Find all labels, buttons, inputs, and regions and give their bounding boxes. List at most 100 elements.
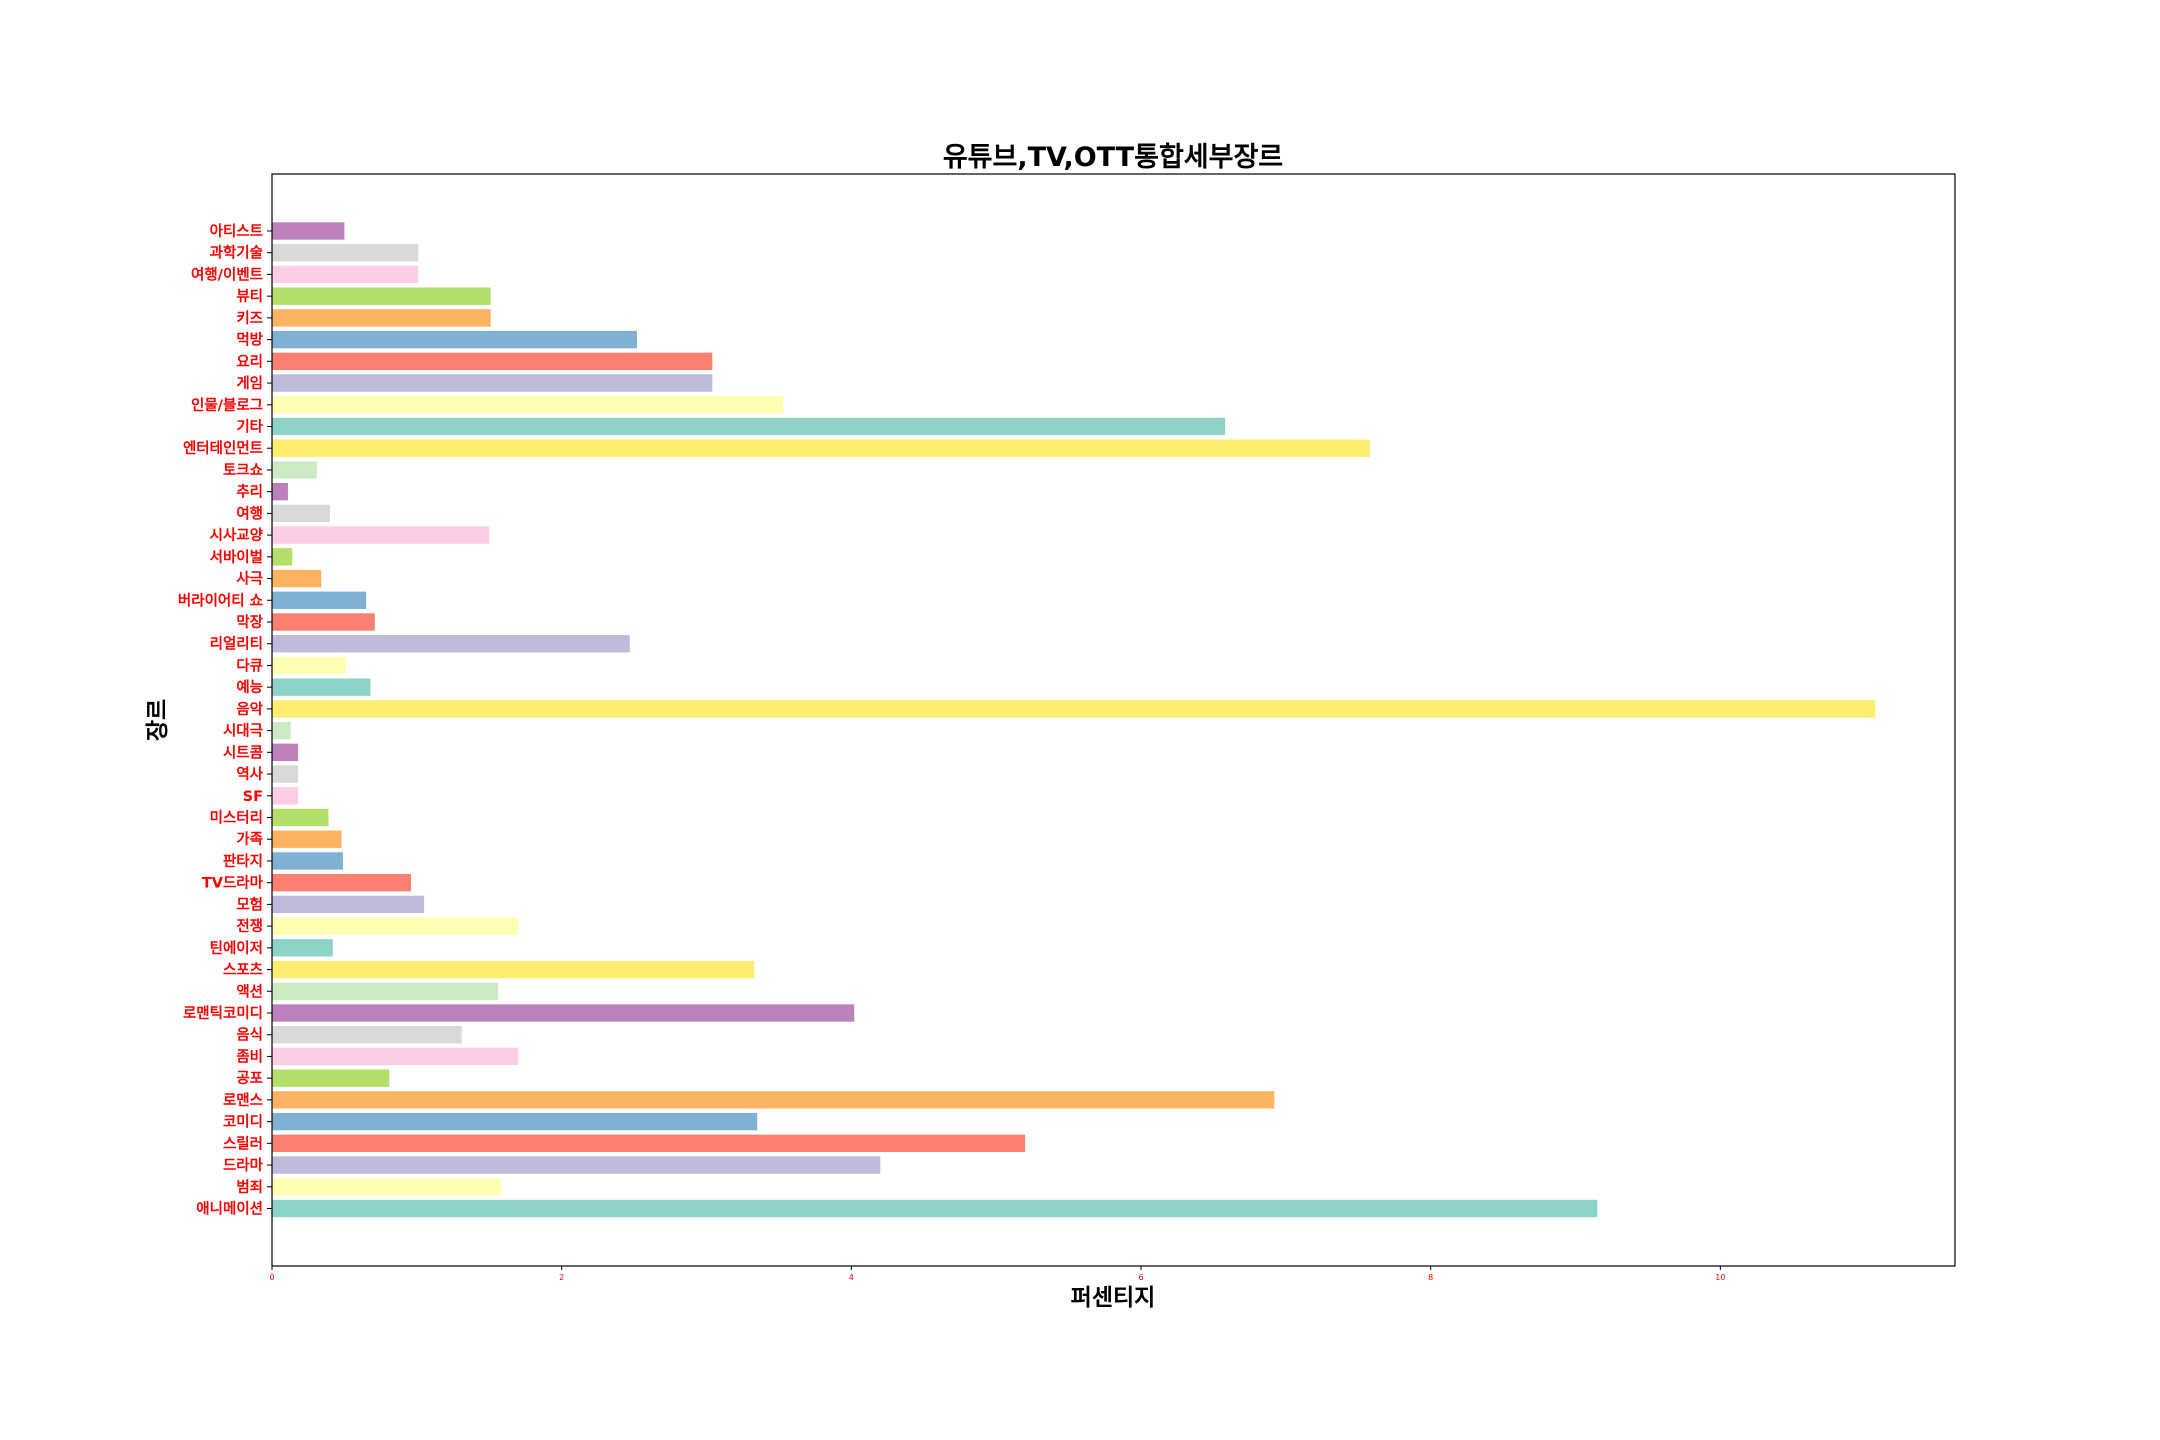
bar [272,1199,1598,1218]
bar [272,526,490,544]
bar [272,873,412,892]
bar [272,1178,501,1196]
bar [272,222,345,240]
y-tick-label: 버라이어티 쇼 [178,592,263,609]
bar [272,1026,462,1044]
y-tick-label: 역사 [236,766,263,783]
bars-layer [272,222,1876,1218]
y-tick-label: 로맨스 [223,1092,263,1109]
x-tick-label: 2 [559,1273,564,1282]
y-tick-label: 모험 [236,896,263,913]
bar [272,895,425,914]
bar [272,982,498,1000]
bar [272,287,491,305]
y-tick-label: 드라마 [223,1157,264,1174]
y-tick-label: 막장 [236,613,263,631]
y-tick-label: 스릴러 [223,1135,263,1152]
y-tick-label: 토크쇼 [223,463,263,479]
bar [272,439,1370,457]
y-tick-label: 음식 [236,1027,263,1044]
x-tick-labels: 0 2 4 6 8 10 [269,1266,1725,1282]
bar [272,309,491,327]
y-tick-label: 공포 [236,1070,263,1087]
x-tick-label: 6 [1138,1273,1143,1282]
x-tick-label: 10 [1715,1273,1725,1282]
y-tick-label: 먹방 [236,331,263,349]
bar [272,960,755,979]
chart-title: 유튜브,TV,OTT통합세부장르 [943,142,1283,173]
y-tick-label: 시대극 [223,723,263,740]
bar [272,721,291,740]
bar [272,1134,1026,1153]
bar [272,1091,1275,1109]
y-tick-label: 미스터리 [210,810,263,827]
bar [272,352,713,371]
bar [272,417,1226,436]
bar [272,808,329,827]
x-axis-label: 퍼센티지 [1071,1285,1156,1311]
y-tick-label: 로맨틱코미디 [183,1004,263,1022]
bar [272,939,333,957]
y-tick-label: 시트콤 [223,744,263,761]
x-tick-label: 0 [269,1273,274,1282]
y-tick-label: 판타지 [223,853,263,870]
bar [272,504,330,523]
bar [272,830,342,848]
y-tick-label: 예능 [236,679,263,696]
bar [272,635,630,653]
y-tick-label: 과학기술 [210,245,263,262]
bar [272,613,375,631]
bar [272,396,784,414]
y-tick-label: 키즈 [236,310,263,327]
y-axis-label: 장르 [145,699,171,741]
bar [272,917,519,935]
y-tick-labels: 애니메이션 범죄 드라마 스릴러 코미디 로맨스 공포 좀비 음식 로맨틱코미디 액션 스포츠 틴에이저… [178,223,272,1218]
bar [272,1112,758,1131]
y-tick-label: TV드라마 [202,875,264,892]
y-tick-label: 애니메이션 [196,1201,263,1218]
y-tick-label: 전쟁 [236,918,263,935]
bar [272,1156,881,1174]
y-tick-label: 요리 [236,353,263,370]
bar [272,700,1876,718]
bar [272,656,346,675]
y-tick-label: 액션 [236,982,263,1000]
y-tick-label: 가족 [236,831,263,848]
x-tick-label: 8 [1428,1273,1433,1282]
bar [272,1047,519,1066]
bar [272,1004,855,1022]
y-tick-label: 서바이벌 [210,549,263,566]
y-tick-label: 범죄 [236,1179,263,1196]
bar [272,765,299,783]
y-tick-label: 리얼리티 [210,636,263,653]
bar [272,678,371,696]
y-tick-label: SF [243,789,263,805]
y-tick-label: 기타 [236,419,263,436]
y-tick-label: 시사교양 [210,527,264,544]
y-tick-label: 다큐 [236,657,263,674]
x-tick-label: 4 [849,1273,854,1282]
y-tick-label: 틴에이저 [210,940,263,957]
y-tick-label: 게임 [236,375,263,392]
y-tick-label: 여행 [236,505,263,522]
bar [272,1069,390,1087]
bar [272,548,293,566]
bar [272,330,637,349]
bar [272,787,299,805]
bar [272,265,419,284]
bar [272,482,288,501]
bar [272,461,317,479]
y-tick-label: 인물/블로그 [191,396,263,414]
y-tick-label: 추리 [236,484,263,501]
y-tick-label: 뷰티 [236,288,263,305]
bar [272,591,367,609]
bar [272,244,419,262]
y-tick-label: 여행/이벤트 [191,266,263,283]
bar [272,569,322,588]
y-tick-label: 좀비 [236,1048,263,1065]
y-tick-label: 코미디 [223,1114,263,1131]
y-tick-label: 엔터테인먼트 [183,439,263,457]
y-tick-label: 스포츠 [223,962,263,979]
plot-frame [271,173,1956,1267]
